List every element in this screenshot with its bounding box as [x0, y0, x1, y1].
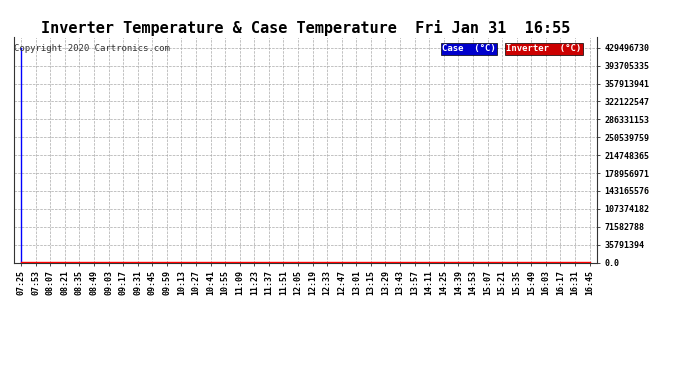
- Title: Inverter Temperature & Case Temperature  Fri Jan 31  16:55: Inverter Temperature & Case Temperature …: [41, 20, 570, 36]
- Text: Case  (°C): Case (°C): [442, 44, 496, 53]
- Text: Copyright 2020 Cartronics.com: Copyright 2020 Cartronics.com: [14, 44, 170, 53]
- Text: Inverter  (°C): Inverter (°C): [506, 44, 582, 53]
